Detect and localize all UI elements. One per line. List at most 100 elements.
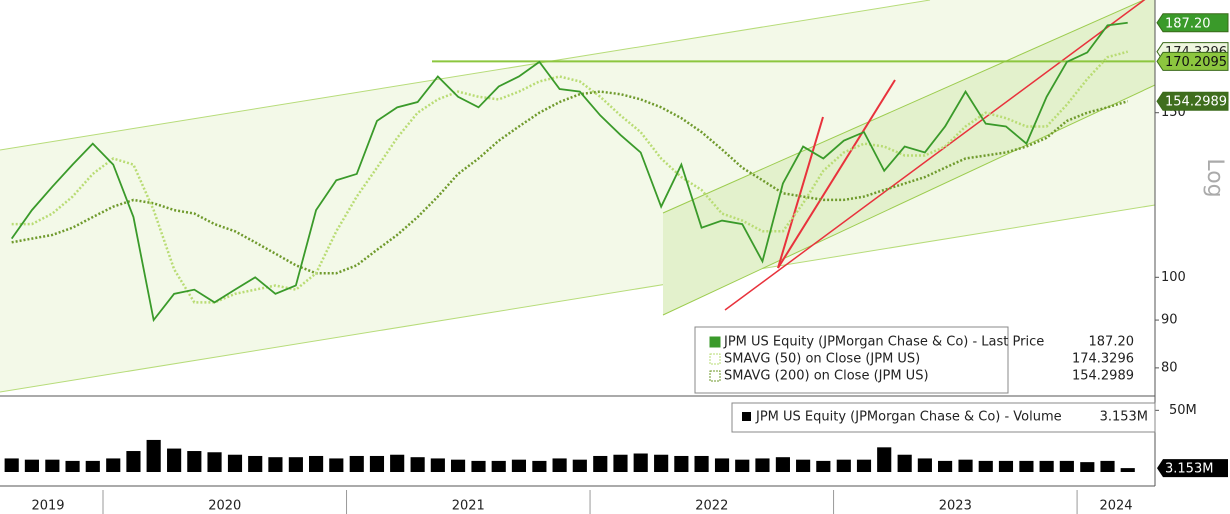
value-tag-label: 3.153M	[1165, 462, 1213, 477]
legend-swatch	[742, 412, 751, 421]
trend-line	[777, 79, 896, 269]
volume-bar	[45, 459, 60, 472]
volume-bar	[816, 460, 831, 472]
volume-bar	[958, 459, 973, 472]
volume-bar	[735, 459, 750, 472]
volume-bar	[938, 460, 953, 472]
volume-bar	[430, 458, 445, 472]
volume-bar	[796, 459, 811, 472]
volume-bar	[856, 459, 872, 472]
volume-bar	[349, 455, 364, 472]
volume-bar	[369, 455, 385, 472]
value-tag	[1157, 459, 1228, 478]
volume-bar	[1120, 468, 1135, 472]
volume-bar	[897, 454, 912, 472]
volume-bar	[4, 458, 19, 472]
channel-line	[0, 0, 931, 151]
volume-bar	[532, 460, 547, 472]
volume-bar	[207, 452, 222, 472]
channel-line	[0, 204, 1156, 393]
volume-bar	[552, 458, 567, 472]
trend-line	[777, 116, 824, 269]
y-tick-label: 90	[1161, 313, 1178, 328]
value-tag	[1156, 91, 1229, 111]
volume-bar	[1059, 460, 1074, 472]
volume-bar	[714, 458, 730, 472]
log-label: Log	[1202, 158, 1227, 197]
y-tick-label: 80	[1161, 360, 1178, 375]
volume-bar	[491, 460, 506, 472]
volume-bar	[410, 457, 425, 472]
volume-bar	[450, 459, 466, 472]
outer-channel	[0, 0, 1155, 392]
legend-swatch	[709, 336, 721, 348]
volume-bar	[1019, 460, 1034, 472]
volume-bar	[593, 455, 608, 472]
volume-bar	[511, 459, 527, 472]
volume-bar	[309, 455, 324, 472]
volume-bar	[877, 447, 892, 472]
x-tick-label: 2020	[208, 499, 241, 514]
legend-value: 154.2989	[1072, 369, 1134, 384]
x-tick-label: 2019	[31, 499, 64, 514]
volume-bar	[654, 454, 669, 472]
legend-label: SMAVG (200) on Close (JPM US)	[724, 369, 929, 384]
volume-bar	[288, 457, 303, 472]
legend-value: 3.153M	[1100, 410, 1148, 425]
volume-bar	[775, 457, 790, 472]
volume-bar	[85, 460, 100, 472]
x-tick-label: 2021	[452, 499, 485, 514]
value-tag-label: 170.2095	[1165, 55, 1227, 70]
trend-line	[724, 0, 1146, 311]
x-tick-label: 2022	[695, 499, 728, 514]
volume-bar	[694, 455, 709, 472]
legend-box	[731, 402, 1156, 433]
y-tick-label: 50M	[1169, 403, 1197, 418]
y-tick-label: 100	[1161, 270, 1186, 285]
volume-bar	[248, 455, 263, 472]
legend-value: 174.3296	[1072, 352, 1134, 367]
volume-bar	[836, 459, 851, 472]
value-tag-label: 154.2989	[1165, 95, 1227, 110]
volume-bar	[613, 454, 628, 472]
volume-bar	[978, 460, 993, 472]
x-tick-label: 2023	[939, 499, 972, 514]
volume-bar	[1100, 460, 1115, 472]
volume-bar	[329, 458, 344, 472]
value-tag	[1156, 51, 1229, 71]
volume-bar	[106, 458, 121, 472]
volume-bar	[633, 453, 648, 472]
volume-bar	[167, 448, 182, 472]
volume-bar	[126, 451, 141, 472]
volume-bar	[1080, 462, 1095, 472]
volume-bar	[146, 439, 161, 472]
x-tick-label: 2024	[1099, 499, 1132, 514]
legend-swatch	[709, 353, 721, 365]
legend-label: JPM US Equity (JPMorgan Chase & Co) - Vo…	[755, 410, 1062, 425]
volume-bar	[755, 458, 770, 472]
volume-bar	[674, 455, 689, 472]
channel-line	[662, 84, 1156, 316]
volume-bar	[187, 451, 202, 472]
volume-bar	[471, 460, 486, 472]
volume-bar	[65, 460, 80, 472]
inner-channel	[663, 0, 1155, 315]
volume-bar	[227, 454, 243, 472]
legend-swatch	[709, 370, 721, 382]
legend-label: JPM US Equity (JPMorgan Chase & Co) - La…	[723, 335, 1044, 350]
volume-bar	[268, 457, 283, 472]
series-line	[10, 21, 1128, 323]
value-tag-label: 187.20	[1165, 16, 1211, 31]
channel-line	[662, 0, 1145, 214]
legend-value: 187.20	[1089, 335, 1135, 350]
volume-bar	[24, 459, 39, 472]
volume-bar	[917, 458, 932, 472]
legend-label: SMAVG (50) on Close (JPM US)	[724, 352, 920, 367]
legend-box	[694, 326, 1009, 394]
volume-bar	[390, 454, 405, 472]
volume-bar	[1039, 460, 1054, 472]
volume-bar	[572, 459, 587, 472]
series-line	[11, 90, 1129, 275]
value-tag	[1156, 13, 1229, 33]
